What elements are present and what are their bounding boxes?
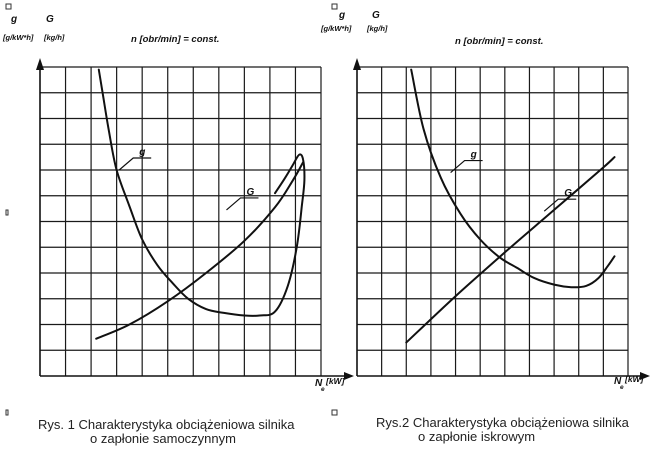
chart-1-caption-line-1: Rys. 1 Charakterystyka obciążeniowa siln… xyxy=(38,417,295,432)
chart-1-y-symbol-G: G xyxy=(46,14,54,25)
corner-mark xyxy=(331,409,338,416)
chart-1-x-subscript: e xyxy=(321,386,325,393)
chart-2-series-g-label: g xyxy=(470,150,477,161)
chart-1-caption-line-2: o zapłonie samoczynnym xyxy=(90,431,236,446)
chart-1-y-unit-G: [kg/h] xyxy=(43,33,65,42)
chart-2-series-G-line xyxy=(405,156,616,344)
chart-2-series-layer: gG xyxy=(405,68,616,344)
chart-2-axes xyxy=(353,58,650,380)
chart-2-condition: n [obr/min] = const. xyxy=(455,36,543,47)
chart-2-x-subscript: e xyxy=(620,384,624,391)
chart-2-x-axis-arrow xyxy=(640,372,650,380)
chart-1-x-unit: [kW] xyxy=(325,376,346,386)
chart-2-y-symbol-G: G xyxy=(372,10,380,21)
chart-2-grid xyxy=(357,66,629,376)
chart-2-x-symbol: N xyxy=(614,376,622,387)
chart-1-series-layer: gG xyxy=(95,68,306,340)
chart-2-y-unit-g: [g/kW*h] xyxy=(320,24,352,33)
chart-1-series-g-line xyxy=(97,68,306,317)
chart-1-y-axis-arrow xyxy=(36,58,44,70)
chart-2: g [g/kW*h] G [kg/h] n [obr/min] = const.… xyxy=(320,10,650,444)
chart-1-axes xyxy=(36,58,354,380)
chart-2-series-g-leader xyxy=(450,159,483,174)
chart-2-y-symbol-g: g xyxy=(338,10,345,21)
chart-1-series-G-line xyxy=(95,161,305,340)
chart-1-y-unit-g: [g/kW*h] xyxy=(2,33,34,42)
chart-2-y-axis-arrow xyxy=(353,58,361,70)
corner-mark xyxy=(5,209,9,216)
chart-2-series-G-label: G xyxy=(564,188,572,199)
chart-1-series-G-label: G xyxy=(246,187,254,198)
corner-mark xyxy=(5,3,12,10)
corner-mark xyxy=(331,3,338,10)
chart-2-caption-line-2: o zapłonie iskrowym xyxy=(418,429,535,444)
chart-2-x-unit: [kW] xyxy=(624,374,645,384)
chart-1-x-axis-arrow xyxy=(344,372,354,380)
chart-2-caption-line-1: Rys.2 Charakterystyka obciążeniowa silni… xyxy=(376,415,630,430)
chart-2-series-g-line xyxy=(410,68,616,289)
chart-1-condition: n [obr/min] = const. xyxy=(131,34,219,45)
chart-1-grid xyxy=(40,66,322,376)
chart-2-x-label: N e [kW] xyxy=(614,374,645,391)
chart-1-series-g-label: g xyxy=(138,147,145,158)
chart-1-series-G-leader xyxy=(226,197,259,211)
chart-2-series-G-leader xyxy=(543,198,577,212)
chart-1-x-symbol: N xyxy=(315,378,323,389)
corner-mark xyxy=(5,409,9,416)
chart-1-x-label: N e [kW] xyxy=(315,376,346,393)
chart-1-series-g-leader xyxy=(118,157,152,171)
chart-2-y-unit-G: [kg/h] xyxy=(366,24,388,33)
chart-1: g [g/kW*h] G [kg/h] n [obr/min] = const.… xyxy=(2,14,354,446)
chart-1-y-symbol-g: g xyxy=(10,14,17,25)
